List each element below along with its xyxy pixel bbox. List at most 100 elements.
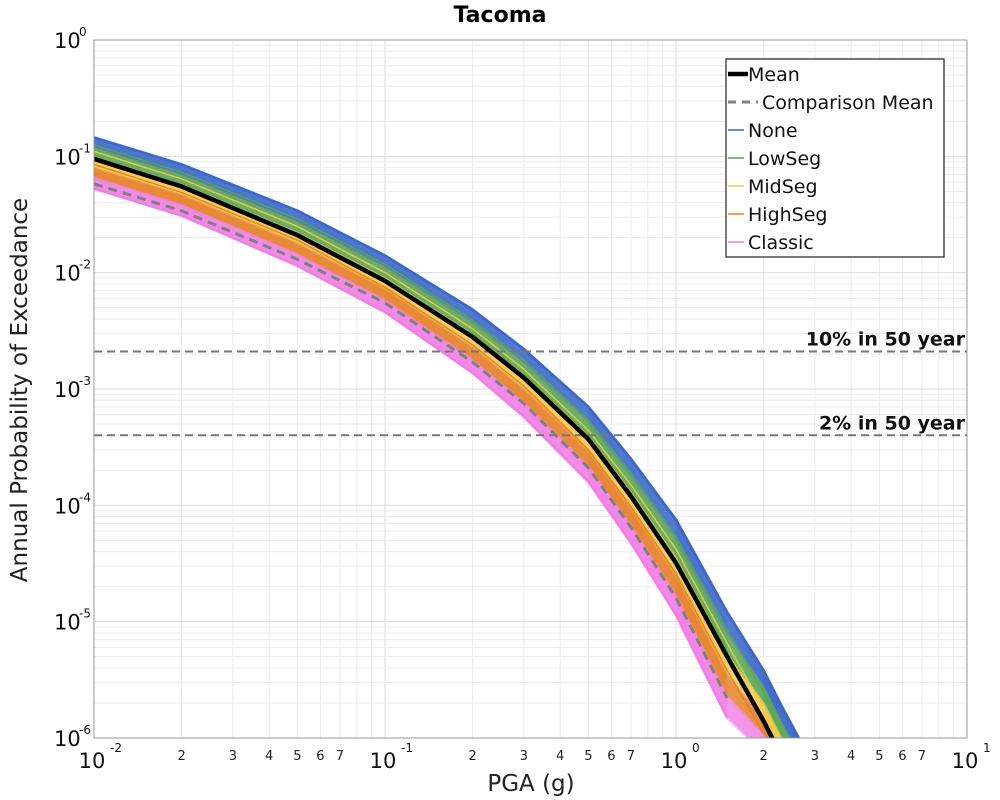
band-line bbox=[94, 151, 788, 738]
y-tick-label: 10-6 bbox=[54, 723, 91, 751]
band-line bbox=[94, 157, 783, 738]
legend-item: Classic bbox=[728, 232, 814, 254]
band-line bbox=[94, 164, 777, 738]
x-minor-tick-label: 7 bbox=[627, 749, 635, 764]
svg-text:10: 10 bbox=[54, 611, 81, 635]
x-minor-tick-label: 7 bbox=[336, 749, 344, 764]
band-line bbox=[94, 182, 760, 738]
band-line bbox=[94, 166, 775, 738]
reference-lines: 10% in 50 year 2% in 50 year bbox=[94, 329, 967, 437]
x-minor-tick-label: 2 bbox=[759, 749, 767, 764]
legend-label: MidSeg bbox=[748, 176, 818, 198]
y-axis-label: Annual Probability of Exceedance bbox=[7, 198, 33, 582]
legend-label: Comparison Mean bbox=[762, 92, 934, 114]
band-line bbox=[94, 176, 767, 738]
x-tick-label: 10 -2 bbox=[79, 741, 122, 773]
band-line bbox=[94, 173, 770, 738]
x-axis-label: PGA (g) bbox=[487, 771, 574, 797]
band-group bbox=[94, 136, 801, 738]
legend-item: Comparison Mean bbox=[728, 92, 934, 114]
x-minor-tick-label: 3 bbox=[229, 749, 237, 764]
x-minor-tick-label: 3 bbox=[520, 749, 528, 764]
x-tick-label: 10 0 bbox=[661, 741, 700, 773]
x-minor-tick-label: 6 bbox=[316, 749, 324, 764]
svg-text:1: 1 bbox=[983, 741, 991, 755]
x-minor-tick-label: 2 bbox=[177, 749, 185, 764]
y-tick-label: 10-5 bbox=[54, 607, 91, 635]
x-tick-label: 10 1 bbox=[952, 741, 991, 773]
legend-item: Mean bbox=[728, 64, 800, 86]
band-line bbox=[94, 139, 798, 738]
legend-label: Classic bbox=[748, 232, 814, 254]
band-line bbox=[94, 170, 772, 738]
x-minor-tick-label: 5 bbox=[584, 749, 592, 764]
band-line bbox=[94, 150, 789, 738]
band-line bbox=[94, 165, 776, 738]
legend-label: Mean bbox=[748, 64, 800, 86]
series-line-highseg bbox=[94, 163, 765, 734]
band-line bbox=[94, 152, 787, 738]
band-line bbox=[94, 145, 792, 738]
svg-text:10: 10 bbox=[54, 262, 81, 286]
y-tick-label: 10-2 bbox=[54, 258, 91, 286]
svg-text:-4: -4 bbox=[79, 490, 91, 504]
svg-text:10: 10 bbox=[952, 749, 979, 773]
legend-item: None bbox=[728, 120, 798, 142]
reference-line-label: 2% in 50 year bbox=[819, 412, 966, 434]
band-line bbox=[94, 149, 790, 738]
band-line bbox=[94, 175, 768, 738]
series-line-classic bbox=[94, 187, 729, 719]
legend-label: HighSeg bbox=[748, 204, 827, 226]
series-line-midseg bbox=[94, 150, 780, 738]
band-line bbox=[94, 186, 752, 738]
band-line bbox=[94, 183, 758, 738]
x-minor-tick-label: 6 bbox=[607, 749, 615, 764]
legend-box bbox=[725, 58, 945, 258]
svg-text:10: 10 bbox=[370, 749, 397, 773]
x-minor-tick-label: 2 bbox=[468, 749, 476, 764]
series-line-comparison-mean bbox=[94, 182, 729, 699]
series-line-mean bbox=[94, 156, 775, 738]
band-line bbox=[94, 160, 780, 738]
reference-line-label: 10% in 50 year bbox=[806, 329, 966, 351]
legend-item: MidSeg bbox=[728, 176, 818, 198]
band-line bbox=[94, 154, 785, 738]
band-line bbox=[94, 179, 765, 738]
band-line bbox=[94, 161, 779, 738]
x-minor-tick-label: 7 bbox=[918, 749, 926, 764]
svg-text:-5: -5 bbox=[79, 607, 91, 621]
svg-text:10: 10 bbox=[54, 494, 81, 518]
band-line bbox=[94, 168, 774, 738]
svg-text:0: 0 bbox=[79, 25, 87, 39]
y-tick-label: 100 bbox=[54, 25, 87, 53]
legend-label: None bbox=[748, 120, 798, 142]
y-tick-label: 10-3 bbox=[54, 374, 91, 402]
series-line-none bbox=[94, 136, 801, 738]
band-line bbox=[94, 162, 779, 738]
svg-text:-6: -6 bbox=[79, 723, 91, 737]
legend-item: HighSeg bbox=[728, 204, 827, 226]
plot-frame bbox=[93, 39, 968, 739]
x-minor-tick-label: 5 bbox=[875, 749, 883, 764]
band-line bbox=[94, 142, 795, 738]
band-line bbox=[94, 148, 791, 738]
series-group bbox=[94, 156, 775, 738]
svg-text:10: 10 bbox=[54, 145, 81, 169]
svg-text:-2: -2 bbox=[110, 741, 122, 755]
x-minor-tick-label: 4 bbox=[556, 749, 564, 764]
band-line bbox=[94, 171, 771, 738]
band-line bbox=[94, 147, 792, 738]
band-line bbox=[94, 180, 763, 738]
svg-text:10: 10 bbox=[54, 29, 81, 53]
band-line bbox=[94, 181, 761, 738]
series-line-lowseg bbox=[94, 144, 782, 730]
svg-text:-1: -1 bbox=[401, 741, 413, 755]
band-line bbox=[94, 143, 794, 738]
band-line bbox=[94, 140, 797, 738]
svg-text:-3: -3 bbox=[79, 374, 91, 388]
legend-label: LowSeg bbox=[748, 148, 821, 170]
svg-text:10: 10 bbox=[661, 749, 688, 773]
legend: Mean Comparison Mean None LowSeg MidSeg HighS… bbox=[725, 58, 945, 258]
